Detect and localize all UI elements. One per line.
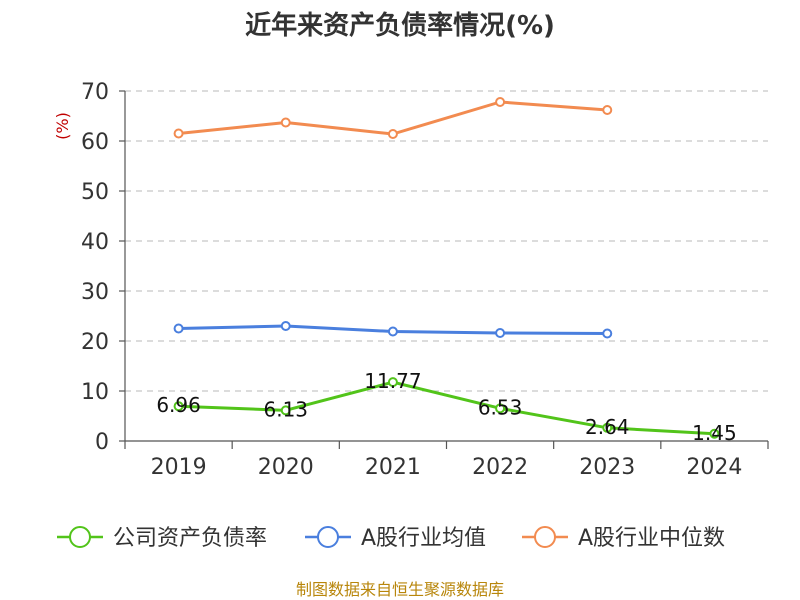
y-tick-label: 30 bbox=[81, 280, 109, 305]
y-tick-label: 20 bbox=[81, 330, 109, 355]
x-tick-label: 2021 bbox=[365, 455, 421, 480]
y-tick-label: 70 bbox=[81, 80, 109, 105]
legend-marker bbox=[69, 526, 91, 548]
data-point[interactable] bbox=[602, 105, 613, 115]
data-label: 6.53 bbox=[478, 395, 523, 419]
data-point[interactable] bbox=[387, 326, 398, 337]
data-point[interactable] bbox=[280, 321, 291, 331]
data-point[interactable] bbox=[280, 405, 291, 416]
data-point[interactable] bbox=[602, 422, 613, 433]
legend-label: A股行业中位数 bbox=[578, 526, 725, 551]
legend-item[interactable]: A股行业均值 bbox=[305, 526, 486, 551]
data-point[interactable] bbox=[495, 403, 506, 414]
y-tick-label: 10 bbox=[81, 380, 109, 405]
series-lines bbox=[173, 97, 720, 439]
source-note: 制图数据来自恒生聚源数据库 bbox=[296, 580, 504, 599]
x-tick-label: 2020 bbox=[258, 455, 314, 480]
chart-title: 近年来资产负债率情况(%) bbox=[245, 10, 555, 41]
data-point[interactable] bbox=[387, 129, 398, 139]
data-label: 6.13 bbox=[263, 397, 308, 421]
y-tick-label: 60 bbox=[81, 130, 109, 155]
legend-marker bbox=[534, 526, 556, 548]
series-line bbox=[178, 380, 715, 436]
legend-marker bbox=[317, 526, 339, 548]
axes: 0 10 20 30 40 50 60 70 2019 2020 2021 2022 2023 2024 bbox=[81, 80, 769, 480]
y-tick-label: 0 bbox=[95, 430, 109, 455]
data-point[interactable] bbox=[602, 328, 613, 339]
legend-item[interactable]: 公司资产负债率 bbox=[57, 526, 267, 551]
data-point[interactable] bbox=[387, 377, 398, 388]
y-tick-label: 40 bbox=[81, 230, 109, 255]
x-tick-label: 2024 bbox=[686, 455, 742, 480]
x-tick-label: 2023 bbox=[579, 455, 635, 480]
legend-item[interactable]: A股行业中位数 bbox=[522, 526, 725, 551]
data-label: 6.96 bbox=[156, 393, 201, 417]
x-tick-label: 2022 bbox=[472, 455, 528, 480]
y-tick-label: 50 bbox=[81, 180, 109, 205]
data-label: 11.77 bbox=[364, 369, 421, 393]
data-point[interactable] bbox=[173, 323, 184, 334]
legend[interactable]: 公司资产负债率 A股行业均值 A股行业中位数 bbox=[57, 526, 725, 551]
gridlines bbox=[125, 90, 768, 392]
y-axis-label: (%) bbox=[53, 112, 72, 140]
x-tick-label: 2019 bbox=[151, 455, 207, 480]
data-label: 2.64 bbox=[585, 415, 630, 439]
data-point[interactable] bbox=[280, 117, 291, 128]
data-point[interactable] bbox=[173, 401, 184, 412]
data-point[interactable] bbox=[495, 97, 506, 107]
data-point[interactable] bbox=[709, 428, 720, 439]
data-label: 1.45 bbox=[692, 421, 737, 445]
data-labels: 6.96 6.13 11.77 6.53 2.64 1.45 bbox=[156, 369, 736, 445]
legend-label: 公司资产负债率 bbox=[113, 526, 267, 551]
data-point[interactable] bbox=[495, 328, 506, 338]
data-point[interactable] bbox=[173, 128, 184, 139]
legend-label: A股行业均值 bbox=[361, 526, 486, 551]
